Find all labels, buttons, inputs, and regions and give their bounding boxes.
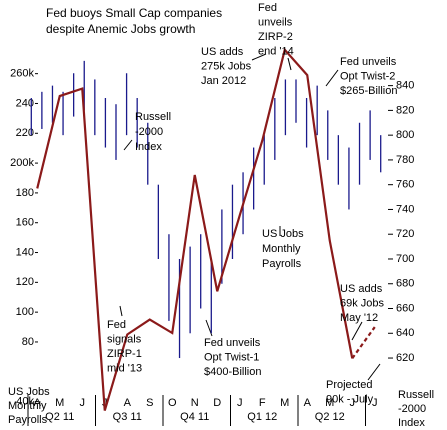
y-tick-label: 220 <box>16 127 34 139</box>
y2-tick-label: 700 <box>396 253 414 265</box>
y2-axis-title: Russell <box>398 389 434 401</box>
x-tick-label: J <box>350 397 356 409</box>
y2-tick-label: 620 <box>396 352 414 364</box>
pointer <box>287 57 292 71</box>
annotation: US adds <box>340 283 383 295</box>
y-tick-label: 100 <box>16 306 34 318</box>
annotation: Fed <box>107 319 126 331</box>
y-tick-label: 120 <box>16 276 34 288</box>
x-tick-label: M <box>280 397 289 409</box>
series-label: Monthly <box>262 243 301 255</box>
y-tick-label: 260k <box>10 68 34 80</box>
y-tick-label: 180 <box>16 187 34 199</box>
annotation: ZIRP-1 <box>107 348 142 360</box>
pointer <box>119 305 123 317</box>
annotation: end '14 <box>258 45 294 57</box>
y2-tick-label: 660 <box>396 302 414 314</box>
y2-tick-label: 800 <box>396 129 414 141</box>
y2-tick-label: 780 <box>396 154 414 166</box>
annotation: $400-Billion <box>204 366 261 378</box>
annotation: Jan 2012 <box>201 75 246 87</box>
annotation: mid '13 <box>107 362 142 374</box>
annotation: signals <box>107 333 142 345</box>
x-tick-label: A <box>124 397 132 409</box>
x-tick-label: J <box>372 397 378 409</box>
annotation: 90k - July <box>326 393 374 405</box>
annotation: US adds <box>201 46 244 58</box>
x-tick-label: F <box>259 397 266 409</box>
quarter-label: Q3 11 <box>113 411 142 423</box>
pointer <box>251 53 267 61</box>
annotation: Fed <box>258 2 277 14</box>
x-tick-label: S <box>146 397 153 409</box>
x-tick-label: A <box>304 397 312 409</box>
series-label: US Jobs <box>262 228 304 240</box>
y2-tick-label: 740 <box>396 203 414 215</box>
y2-axis-title: -2000 <box>398 403 426 415</box>
x-tick-label: N <box>191 397 199 409</box>
y-tick-label: 80 <box>22 336 34 348</box>
y-axis-title: Payrolls <box>8 414 48 426</box>
y2-tick-label: 680 <box>396 278 414 290</box>
annotation: unveils <box>258 16 293 28</box>
x-tick-label: O <box>168 397 177 409</box>
annotation: Fed unveils <box>340 56 397 68</box>
pointer <box>123 139 133 151</box>
x-tick-label: M <box>55 397 64 409</box>
y-tick-label: 160 <box>16 217 34 229</box>
annotation: $265-Billion <box>340 85 397 97</box>
quarter-label: Q4 11 <box>180 411 209 423</box>
y-tick-label: 240 <box>16 97 34 109</box>
x-tick-label: J <box>80 397 86 409</box>
y-axis-title: Monthly <box>8 400 47 412</box>
pointer <box>325 69 339 87</box>
annotation: 69k Jobs <box>340 297 385 309</box>
x-tick-label: D <box>213 397 221 409</box>
payroll-line <box>36 47 354 411</box>
projection-line <box>351 326 376 360</box>
y-axis-title: US Jobs <box>8 386 50 398</box>
y2-tick-label: 720 <box>396 228 414 240</box>
y2-axis-title: Index <box>398 417 425 429</box>
chart-title: despite Anemic Jobs growth <box>46 22 195 36</box>
x-tick-label: A <box>34 397 42 409</box>
pointer <box>367 363 381 381</box>
pointer <box>205 319 213 337</box>
annotation: May '12 <box>340 312 378 324</box>
series-label: Payrolls <box>262 258 302 270</box>
quarter-label: Q2 11 <box>45 411 74 423</box>
series-label: Russell <box>135 111 171 123</box>
y2-tick-label: 820 <box>396 104 414 116</box>
x-tick-label: J <box>237 397 243 409</box>
annotation: Opt Twist-1 <box>204 351 259 363</box>
y2-tick-label: 640 <box>396 327 414 339</box>
y2-tick-label: 760 <box>396 179 414 191</box>
chart-title: Fed buoys Small Cap companies <box>46 6 222 20</box>
y-tick-label: 140 <box>16 246 34 258</box>
annotation: ZIRP-2 <box>258 31 293 43</box>
y-tick-label: 40k <box>16 395 34 407</box>
y2-tick-label: 840 <box>396 80 414 92</box>
series-label: -2000 <box>135 126 163 138</box>
x-tick-label: M <box>325 397 334 409</box>
pointer <box>351 321 363 341</box>
annotation: Fed unveils <box>204 337 261 349</box>
y-tick-label: 200k <box>10 157 34 169</box>
annotation: Opt Twist-2 <box>340 70 395 82</box>
quarter-label: Q2 12 <box>315 411 345 423</box>
series-label: Index <box>135 141 162 153</box>
annotation: Projected <box>326 379 372 391</box>
annotation: 275k Jobs <box>201 60 252 72</box>
quarter-label: Q1 12 <box>247 411 277 423</box>
